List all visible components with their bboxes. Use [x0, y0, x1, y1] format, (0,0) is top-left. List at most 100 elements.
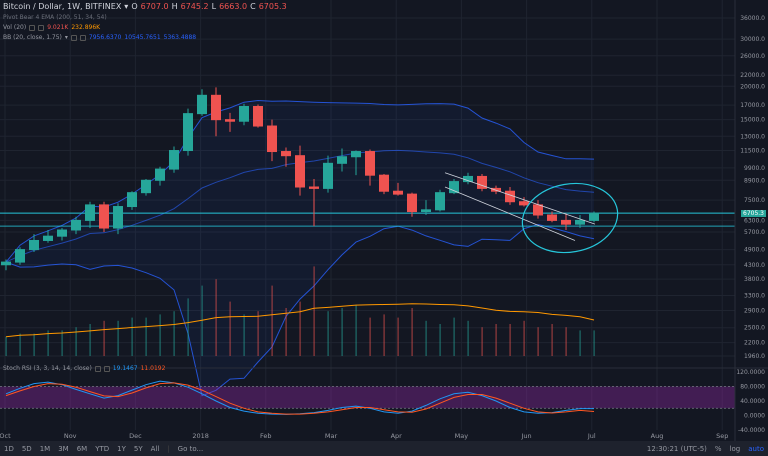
volume-bar: [411, 308, 413, 356]
volume-bar: [285, 308, 287, 356]
ohlc-close: 6705.3: [258, 2, 287, 11]
candle-body: [477, 175, 487, 189]
volume-bar: [19, 333, 21, 356]
percent-toggle[interactable]: %: [714, 444, 722, 453]
candle-body: [29, 239, 39, 251]
time-axis-label: 2018: [192, 432, 209, 440]
stoch-d-value: 11.0192: [140, 365, 166, 372]
symbol-title[interactable]: Bitcoin / Dollar, 1W, BITFINEX: [3, 2, 122, 11]
time-axis-label: Dec: [129, 432, 142, 440]
period-1d[interactable]: 1D: [4, 444, 14, 453]
stoch-indicator[interactable]: Stoch RSI (3, 3, 14, 14, close) 19.1467 …: [3, 365, 165, 372]
candle-body: [141, 179, 151, 194]
vol-value-1: 9.021K: [47, 24, 69, 31]
candle-body: [589, 212, 599, 221]
price-axis-label: 9900.0: [744, 165, 765, 172]
candle-body: [43, 235, 53, 241]
chevron-down-icon[interactable]: ▾: [64, 34, 68, 41]
volume-bar: [551, 324, 553, 356]
period-3m[interactable]: 3M: [58, 444, 69, 453]
volume-bar: [327, 311, 329, 356]
candle-body: [71, 219, 81, 231]
price-axis-label: 1960.0: [744, 353, 765, 360]
stoch-axis-label: 80.0000: [740, 384, 765, 391]
visibility-icon[interactable]: [94, 365, 101, 372]
volume-bar: [243, 314, 245, 356]
period-5d[interactable]: 5D: [21, 444, 32, 453]
volume-bar: [5, 336, 7, 356]
period-1y[interactable]: 1Y: [117, 444, 126, 453]
volume-bar: [495, 324, 497, 356]
candle-body: [421, 209, 431, 213]
volume-bar: [33, 333, 35, 356]
stoch-axis-label: -40.0000: [738, 427, 765, 434]
candle-body: [365, 151, 375, 176]
price-axis-label: 2200.0: [744, 340, 765, 347]
volume-bar: [579, 330, 581, 356]
candle-body: [435, 192, 445, 211]
period-1m[interactable]: 1M: [39, 444, 51, 453]
bb-indicator[interactable]: BB (20, close, 1.75) ▾ 7956.6370 10545.7…: [3, 34, 196, 41]
candle-body: [267, 125, 277, 153]
ohlc-o-label: O: [131, 2, 138, 11]
stoch-axis-label: 120.0000: [736, 369, 765, 376]
volume-bar: [75, 327, 77, 356]
period-6m[interactable]: 6M: [76, 444, 88, 453]
log-toggle[interactable]: log: [729, 444, 741, 453]
settings-icon[interactable]: [103, 365, 110, 372]
time-axis-label: Oct: [0, 432, 11, 440]
volume-indicator[interactable]: Vol (20) 9.021K 232.896K: [3, 24, 100, 31]
price-axis-label: 26000.0: [740, 53, 765, 60]
visibility-icon[interactable]: [29, 24, 36, 31]
candle-body: [15, 249, 25, 263]
candle-body: [169, 150, 179, 170]
candle-body: [309, 186, 319, 189]
candle-body: [281, 151, 291, 157]
candle-body: [113, 206, 123, 229]
candle-body: [449, 181, 459, 194]
candle-body: [519, 201, 529, 206]
bb-value-2: 10545.7651: [124, 34, 161, 41]
price-axis-label: 3300.0: [744, 292, 765, 299]
bb-lower-line: [5, 223, 595, 397]
volume-bar: [467, 320, 469, 356]
time-axis-label: Aug: [651, 432, 664, 440]
period-ytd[interactable]: YTD: [95, 444, 110, 453]
price-axis-label: 20000.0: [740, 83, 765, 90]
volume-bar: [341, 308, 343, 356]
candle-body: [1, 261, 11, 266]
bottom-toolbar: 1D 5D 1M 3M 6M YTD 1Y 5Y All | Go to... …: [0, 441, 768, 456]
period-5y[interactable]: 5Y: [133, 444, 143, 453]
price-axis-label: 7500.0: [744, 197, 765, 204]
candle-body: [225, 119, 235, 122]
candle-body: [351, 151, 361, 158]
vol-label: Vol (20): [3, 24, 27, 31]
candle-body: [323, 162, 333, 189]
candle-body: [197, 94, 207, 115]
bb-fill: [6, 100, 594, 396]
price-axis-label: 36000.0: [740, 15, 765, 22]
ohlc-l-label: L: [211, 2, 217, 11]
settings-icon[interactable]: [79, 34, 86, 41]
candle-body: [533, 204, 543, 216]
candle-body: [57, 229, 67, 237]
volume-bar: [313, 266, 315, 356]
stoch-d-line: [5, 382, 595, 415]
candle-body: [99, 204, 109, 229]
volume-bar: [565, 327, 567, 356]
price-axis-label: 11500.0: [740, 148, 765, 155]
volume-bar: [47, 330, 49, 356]
bb-value-1: 7956.6370: [88, 34, 122, 41]
period-all[interactable]: All: [150, 444, 160, 453]
goto-button[interactable]: Go to...: [177, 444, 204, 453]
clock: 12:30:21 (UTC-5): [646, 444, 707, 453]
pivot-indicator[interactable]: Pivot Bear 4 EMA (200, 51, 34, 54): [3, 14, 107, 21]
chevron-down-icon[interactable]: ▾: [124, 2, 129, 11]
settings-icon[interactable]: [38, 24, 45, 31]
candle-body: [561, 219, 571, 225]
price-axis-label: 6300.0: [744, 217, 765, 224]
auto-toggle[interactable]: auto: [748, 444, 764, 453]
visibility-icon[interactable]: [70, 34, 77, 41]
